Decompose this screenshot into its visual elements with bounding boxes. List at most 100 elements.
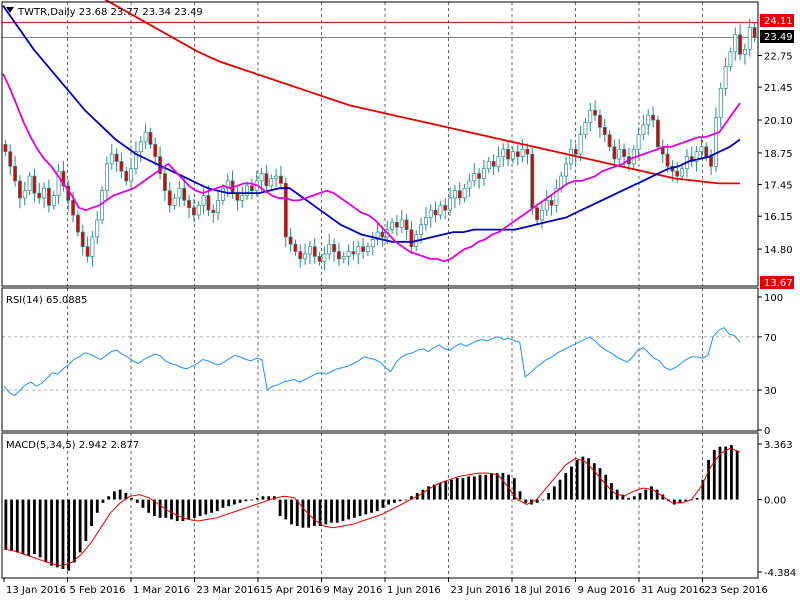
- macd-histogram-bar: [78, 499, 82, 553]
- candle-body: [8, 151, 13, 167]
- candle-body: [583, 122, 588, 135]
- macd-histogram-bar: [278, 499, 282, 517]
- candle-body: [13, 165, 18, 182]
- candle-body: [539, 209, 544, 221]
- candle-body: [646, 114, 651, 126]
- candle-body: [80, 231, 85, 248]
- collapse-triangle-icon[interactable]: [6, 7, 14, 13]
- candle-body: [124, 170, 129, 182]
- macd-histogram-bar: [347, 499, 351, 520]
- candle-body: [602, 126, 607, 135]
- ma-mid-line: [2, 5, 741, 243]
- macd-histogram-bar: [701, 479, 705, 500]
- candle-body: [549, 200, 554, 206]
- candle-body: [71, 200, 76, 216]
- rsi-line: [3, 326, 741, 397]
- candle-body: [467, 180, 472, 189]
- macd-histogram-bar: [472, 476, 476, 500]
- macd-histogram-bar: [438, 483, 442, 500]
- candle-body: [573, 148, 578, 155]
- candle-body: [46, 187, 51, 206]
- macd-header: MACD(5,34,5) 2.942 2.877: [6, 440, 139, 451]
- candle-body: [481, 168, 486, 179]
- candle-body: [327, 243, 332, 255]
- macd-histogram-bar: [421, 489, 425, 500]
- candle-body: [322, 253, 327, 262]
- rsi-panel-frame: [1, 287, 759, 432]
- candle-body: [133, 151, 138, 170]
- macd-panel[interactable]: [3, 445, 741, 571]
- macd-histogram-bar: [238, 499, 242, 503]
- macd-histogram-bar: [478, 474, 482, 500]
- macd-histogram-bar: [244, 499, 248, 502]
- candle-body: [525, 148, 530, 155]
- macd-histogram-bar: [707, 459, 710, 500]
- x-tick-label: 23 Mar 2016: [197, 585, 260, 596]
- macd-histogram-bar: [604, 474, 608, 500]
- candle-body: [390, 221, 395, 230]
- macd-axis-label: -4.384: [764, 568, 796, 579]
- candle-body: [530, 153, 535, 209]
- candle-body: [201, 195, 206, 206]
- candle-body: [535, 207, 540, 221]
- macd-histogram-bar: [684, 499, 688, 502]
- candle-body: [501, 148, 506, 157]
- macd-histogram-bar: [73, 499, 76, 563]
- candle-body: [607, 134, 612, 148]
- candle-body: [380, 231, 385, 238]
- macd-histogram-bar: [564, 473, 568, 500]
- macd-histogram-bar: [461, 478, 465, 500]
- price-panel[interactable]: [2, 0, 758, 271]
- macd-histogram-bar: [644, 489, 648, 500]
- y-axis: 22.75 21.45 20.10 18.75 17.45 16.15 14.80 100 70…: [758, 51, 796, 579]
- x-tick-label: 15 Apr 2016: [260, 585, 322, 596]
- candle-body: [61, 170, 66, 187]
- candle-body: [90, 236, 95, 257]
- x-tick-label: 23 Jun 2016: [451, 585, 511, 596]
- price-axis-label: 20.10: [764, 116, 793, 127]
- x-tick-label: 9 May 2016: [324, 585, 383, 596]
- candle-body: [37, 192, 42, 199]
- candle-body: [104, 163, 109, 192]
- macd-histogram-bar: [250, 499, 253, 501]
- candle-body: [17, 180, 22, 199]
- candle-body: [269, 178, 274, 187]
- candle-body: [665, 153, 670, 167]
- macd-histogram-bar: [621, 494, 625, 500]
- macd-histogram-bar: [638, 492, 642, 500]
- macd-histogram-bar: [232, 499, 236, 505]
- candle-body: [85, 246, 90, 257]
- candle-body: [278, 175, 283, 184]
- macd-histogram-bar: [501, 473, 505, 500]
- macd-histogram-bar: [724, 446, 728, 500]
- candle-body: [245, 185, 250, 196]
- macd-histogram-bar: [267, 496, 271, 500]
- macd-histogram-bar: [324, 499, 328, 525]
- candle-body: [510, 151, 515, 160]
- candle-body: [341, 256, 346, 260]
- x-tick-label: 31 Aug 2016: [641, 585, 705, 596]
- macd-histogram-bar: [255, 497, 259, 500]
- macd-histogram-bar: [495, 473, 499, 500]
- candle-body: [75, 214, 80, 233]
- candle-body: [568, 148, 573, 165]
- macd-histogram-bar: [427, 486, 431, 500]
- macd-histogram-bar: [147, 499, 151, 513]
- candle-body: [336, 251, 341, 260]
- rsi-panel[interactable]: [2, 326, 758, 397]
- macd-histogram-bar: [450, 479, 453, 500]
- macd-histogram-bar: [455, 478, 459, 500]
- x-tick-label: 18 Jul 2016: [514, 585, 571, 596]
- macd-histogram-bar: [38, 499, 42, 558]
- candle-body: [675, 170, 680, 177]
- candle-body: [433, 209, 438, 216]
- candle-body: [361, 246, 366, 252]
- macd-histogram-bar: [261, 496, 265, 500]
- candle-body: [438, 204, 443, 216]
- macd-histogram-bar: [718, 446, 722, 500]
- x-tick-label: 13 Jan 2016: [6, 585, 66, 596]
- rsi-axis-label: 30: [764, 386, 777, 397]
- macd-histogram-bar: [358, 499, 362, 517]
- macd-histogram-bar: [107, 496, 111, 500]
